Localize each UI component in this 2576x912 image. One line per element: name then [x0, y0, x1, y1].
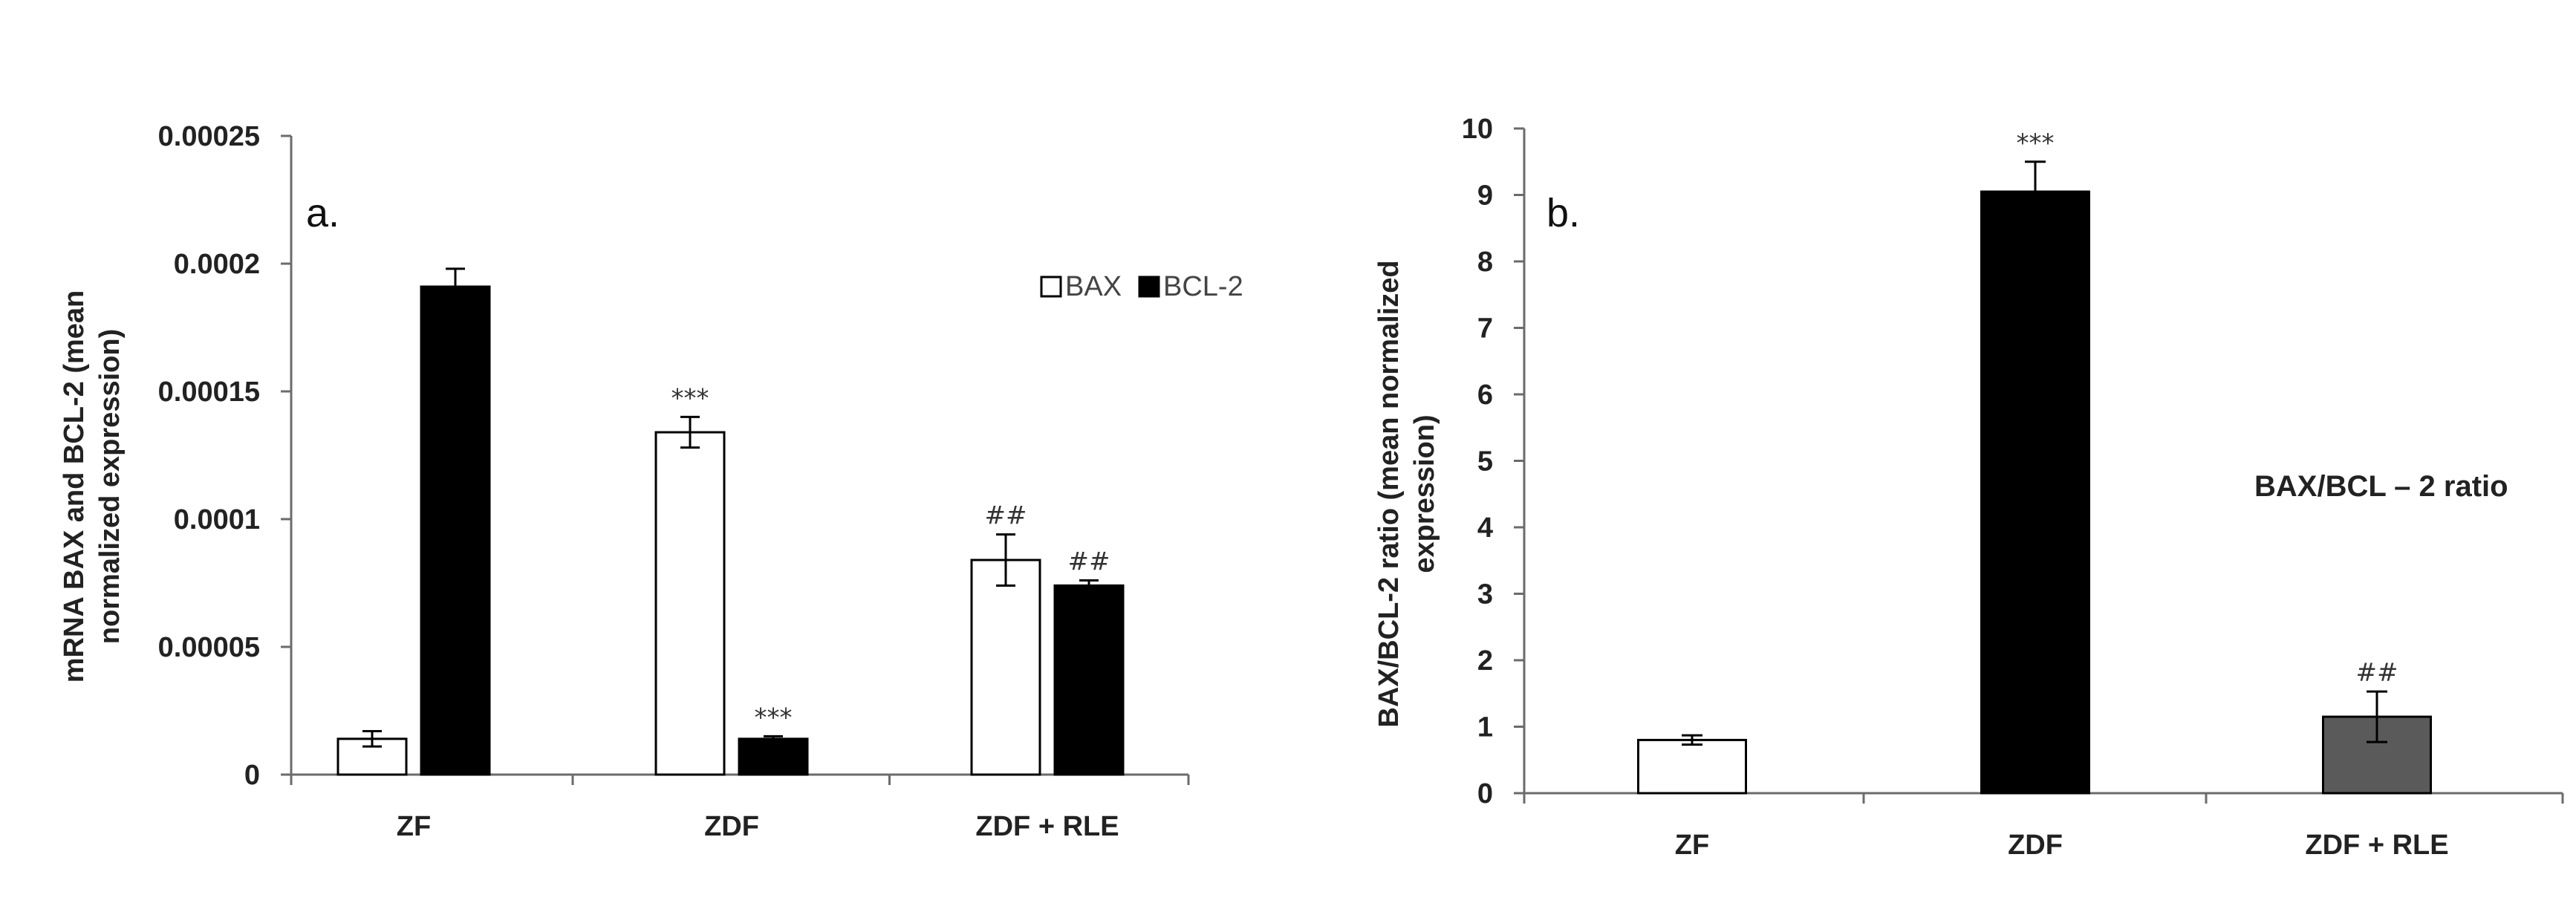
- panel-b-y-tick-label: 8: [1477, 247, 1493, 278]
- panel-b-y-axis-title-line1: BAX/BCL-2 ratio (mean normalized: [1373, 260, 1405, 727]
- panel-b-y-axis-title: BAX/BCL-2 ratio (mean normalized express…: [1373, 260, 1440, 727]
- panel-b-bar: [1637, 738, 1747, 795]
- panel-b-significance-label: ##: [2356, 658, 2398, 688]
- panel-b-bars: *** ##: [1637, 128, 2432, 795]
- panel-a-axes: 0 0.00005 0.0001 0.00015 0.0002 0.00025 ZF ZDF Z…: [158, 121, 1190, 842]
- legend-label-bcl-2: BCL-2: [1163, 271, 1243, 302]
- panel-a-label: a.: [306, 191, 339, 235]
- panel-a-y-tick-label: 0.00025: [158, 121, 260, 152]
- panel-b-y-axis-title-line2: expression): [1409, 414, 1440, 573]
- panel-b-series-label: BAX/BCL – 2 ratio: [2254, 470, 2508, 503]
- panel-a-y-axis-title-line2: normalized expression): [94, 329, 126, 644]
- panel-b-y-tick-label: 10: [1462, 114, 1493, 145]
- panel-a-y-tick-label: 0.0002: [174, 249, 260, 280]
- panel-a-x-tick-label: ZF: [397, 811, 431, 842]
- panel-a-bar: [1053, 584, 1125, 776]
- panel-b-x-tick-label: ZF: [1675, 830, 1709, 861]
- panel-b-y-tick-label: 9: [1477, 180, 1493, 212]
- panel-b-x-tick-label: ZDF: [2008, 830, 2063, 861]
- panel-b-y-tick-label: 6: [1477, 380, 1493, 411]
- panel-a-legend: BAX BCL-2: [1040, 271, 1243, 302]
- panel-a-significance-label: ##: [985, 501, 1027, 531]
- panel-b-bar: [1980, 190, 2090, 795]
- panel-b-chart: b. BAX/BCL-2 ratio (mean normalized expr…: [1373, 114, 2564, 861]
- panel-a-chart: a. mRNA BAX and BCL-2 (mean normalized e…: [59, 121, 1243, 842]
- panel-a-significance-label: ***: [671, 383, 709, 413]
- panel-b-significance-label: ***: [2017, 128, 2055, 158]
- panel-a-x-tick-label: ZDF + RLE: [975, 811, 1119, 842]
- panel-a-x-tick-label: ZDF: [704, 811, 759, 842]
- panel-b-y-tick-label: 1: [1477, 712, 1493, 743]
- panel-a-bar: [970, 558, 1041, 776]
- legend-swatch-bax: [1040, 276, 1062, 298]
- panel-a-y-axis-title-line1: mRNA BAX and BCL-2 (mean: [59, 290, 90, 683]
- panel-b-y-tick-label: 4: [1477, 512, 1493, 544]
- panel-b-y-tick-label: 2: [1477, 645, 1493, 677]
- panel-a-y-tick-label: 0.00005: [158, 632, 260, 663]
- panel-a-bar: [654, 431, 726, 776]
- panel-b-y-tick-label: 5: [1477, 446, 1493, 478]
- panel-a-y-tick-label: 0: [244, 760, 260, 791]
- panel-a-bars: *** ## *** ##: [336, 267, 1125, 776]
- panel-b-y-tick-label: 0: [1477, 778, 1493, 810]
- panel-b-y-tick-label: 3: [1477, 579, 1493, 610]
- panel-a-significance-label: ***: [755, 703, 793, 732]
- panel-a-bar: [738, 737, 809, 776]
- panel-b-label: b.: [1546, 191, 1580, 235]
- panel-a-y-tick-label: 0.00015: [158, 377, 260, 408]
- panel-a-y-tick-label: 0.0001: [174, 504, 260, 535]
- panel-b-x-tick-label: ZDF + RLE: [2305, 830, 2448, 861]
- legend-label-bax: BAX: [1065, 271, 1122, 302]
- panel-a-y-axis-title: mRNA BAX and BCL-2 (mean normalized expr…: [59, 290, 126, 683]
- panel-b-y-tick-label: 7: [1477, 313, 1493, 345]
- panel-a-significance-label: ##: [1068, 547, 1110, 577]
- panel-a-bar: [420, 285, 491, 776]
- legend-swatch-bcl-2: [1138, 276, 1160, 298]
